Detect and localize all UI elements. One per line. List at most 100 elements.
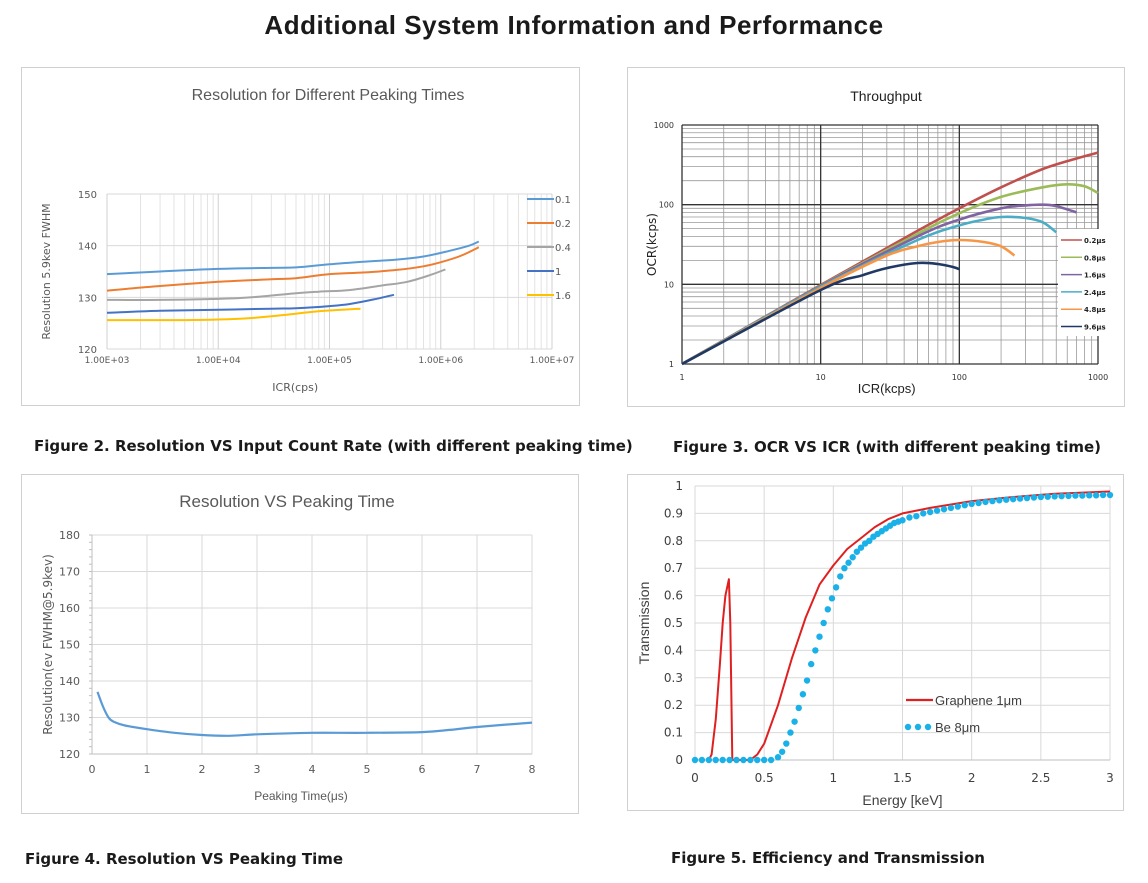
legend-label: 4.8μs xyxy=(1084,306,1106,314)
series-point-be-8-m xyxy=(1016,495,1024,502)
series-point-be-8-m xyxy=(791,718,798,725)
series-point-be-8-m xyxy=(975,499,982,507)
series-point-be-8-m xyxy=(853,548,861,555)
legend-box xyxy=(1058,229,1102,336)
series-point-be-8-m xyxy=(1030,494,1038,501)
x-tick-label: 1 xyxy=(144,763,151,776)
series-point-be-8-m xyxy=(1065,492,1072,500)
series-point-be-8-m xyxy=(933,507,941,514)
series-point-be-8-m xyxy=(989,497,996,505)
series-point-be-8-m xyxy=(1023,494,1031,502)
series-line-1 xyxy=(106,293,395,314)
x-tick-label: 5 xyxy=(364,763,371,776)
figure-2-caption: Figure 2. Resolution VS Input Count Rate… xyxy=(34,437,633,455)
series-point-be-8-m xyxy=(920,510,927,517)
legend-swatch-be-8-m xyxy=(924,723,932,731)
chart-title: Throughput xyxy=(850,88,922,104)
x-tick-label: 4 xyxy=(309,763,316,776)
series-line-1-6 xyxy=(106,307,361,322)
series-point-be-8-m xyxy=(783,740,790,747)
y-tick-label: 0.5 xyxy=(664,616,683,630)
series-point-be-8-m xyxy=(787,729,794,736)
x-tick-label: 0 xyxy=(691,771,699,785)
series-point-be-8-m xyxy=(996,497,1003,504)
series-point-be-8-m xyxy=(705,756,713,764)
series-point-be-8-m xyxy=(808,660,815,668)
y-tick-label: 0 xyxy=(675,753,683,767)
x-tick-label: 1.00E+07 xyxy=(530,356,575,366)
chart-title: Resolution for Different Peaking Times xyxy=(192,87,465,104)
legend-label: 0.2μs xyxy=(1084,237,1106,245)
page-title: Additional System Information and Perfor… xyxy=(264,10,884,40)
x-axis-label: ICR(cps) xyxy=(272,381,318,394)
y-tick-label: 0.2 xyxy=(664,698,683,712)
x-tick-label: 1.00E+05 xyxy=(307,356,352,366)
legend-label: 0.1 xyxy=(555,195,571,206)
series-point-be-8-m xyxy=(947,504,955,512)
y-tick-label: 0.7 xyxy=(664,561,683,575)
series-point-be-8-m xyxy=(740,756,747,764)
series-point-be-8-m xyxy=(719,756,726,764)
legend-swatch-be-8-m xyxy=(904,723,912,731)
series-point-be-8-m xyxy=(726,756,733,764)
series-point-be-8-m xyxy=(1037,493,1045,501)
series-point-be-8-m xyxy=(1079,492,1086,499)
series-point-be-8-m xyxy=(820,619,827,627)
series-point-be-8-m xyxy=(760,756,768,764)
series-point-be-8-m xyxy=(733,756,740,764)
figure-5-chart: 0 0.1 0.2 0.3 0.4 0.5 0.6 0.7 0.8 0.9 1 0 0.5 1 1.5 2 2.… xyxy=(636,479,1114,808)
series-point-be-8-m xyxy=(961,501,968,509)
series-point-be-8-m xyxy=(1086,492,1093,499)
figure-2-chart: Resolution for Different Peaking Times 12… xyxy=(40,87,575,394)
y-tick-label: 120 xyxy=(59,748,80,761)
y-tick-label: 130 xyxy=(78,293,97,304)
series-line-4-8-s xyxy=(681,238,1016,366)
series-point-be-8-m xyxy=(1092,492,1100,499)
legend-label: 1.6μs xyxy=(1084,272,1106,280)
series-line-0-2 xyxy=(106,246,480,292)
x-axis-label: ICR(kcps) xyxy=(858,381,916,396)
legend-label: 1.6 xyxy=(555,291,571,302)
x-tick-label: 8 xyxy=(529,763,536,776)
x-tick-label: 2.5 xyxy=(1031,771,1050,785)
figure-5-caption: Figure 5. Efficiency and Transmission xyxy=(671,849,985,867)
series-point-be-8-m xyxy=(1099,491,1107,499)
figure-3-panel: Throughput 1 10 100 1000 1 10 100 1000 ICR(kcps) O… xyxy=(627,67,1125,407)
series-point-be-8-m xyxy=(845,559,852,566)
series-line-0-1 xyxy=(106,240,480,276)
figure-2-panel: Resolution for Different Peaking Times 12… xyxy=(21,67,580,406)
series-point-be-8-m xyxy=(899,517,906,524)
series-point-be-8-m xyxy=(954,503,962,510)
y-tick-label: 1 xyxy=(675,479,683,493)
y-tick-label: 1 xyxy=(669,360,674,369)
series-point-be-8-m xyxy=(799,691,807,698)
series-line-0-4 xyxy=(106,268,446,301)
x-tick-label: 1000 xyxy=(1088,373,1108,382)
y-axis-label: Resolution(ev FWHM@5.9kev) xyxy=(41,554,55,735)
y-tick-label: 0.8 xyxy=(664,534,683,548)
legend-label: 0.4 xyxy=(555,243,571,254)
series-point-be-8-m xyxy=(747,756,754,764)
series-point-be-8-m xyxy=(712,756,719,764)
series-point-be-8-m xyxy=(1003,496,1010,503)
x-tick-label: 0.5 xyxy=(755,771,774,785)
x-tick-label: 1.00E+06 xyxy=(418,356,463,366)
x-tick-label: 1.00E+04 xyxy=(196,356,241,366)
series-point-be-8-m xyxy=(774,754,782,761)
series-point-be-8-m xyxy=(767,756,775,764)
x-tick-label: 7 xyxy=(474,763,481,776)
y-tick-label: 0.4 xyxy=(664,643,683,657)
legend-label: 2.4μs xyxy=(1084,289,1106,297)
y-tick-label: 180 xyxy=(59,529,80,542)
series-line-0-8-s xyxy=(681,182,1099,366)
x-tick-label: 2 xyxy=(968,771,976,785)
x-tick-label: 6 xyxy=(419,763,426,776)
y-tick-label: 10 xyxy=(664,280,674,289)
legend-swatch-be-8-m xyxy=(914,723,922,731)
series-point-be-8-m xyxy=(857,544,865,551)
series-point-be-8-m xyxy=(1072,492,1079,499)
series-point-be-8-m xyxy=(812,647,819,654)
series-point-be-8-m xyxy=(816,633,823,640)
series-point-be-8-m xyxy=(1051,493,1058,500)
series-point-be-8-m xyxy=(913,512,920,520)
